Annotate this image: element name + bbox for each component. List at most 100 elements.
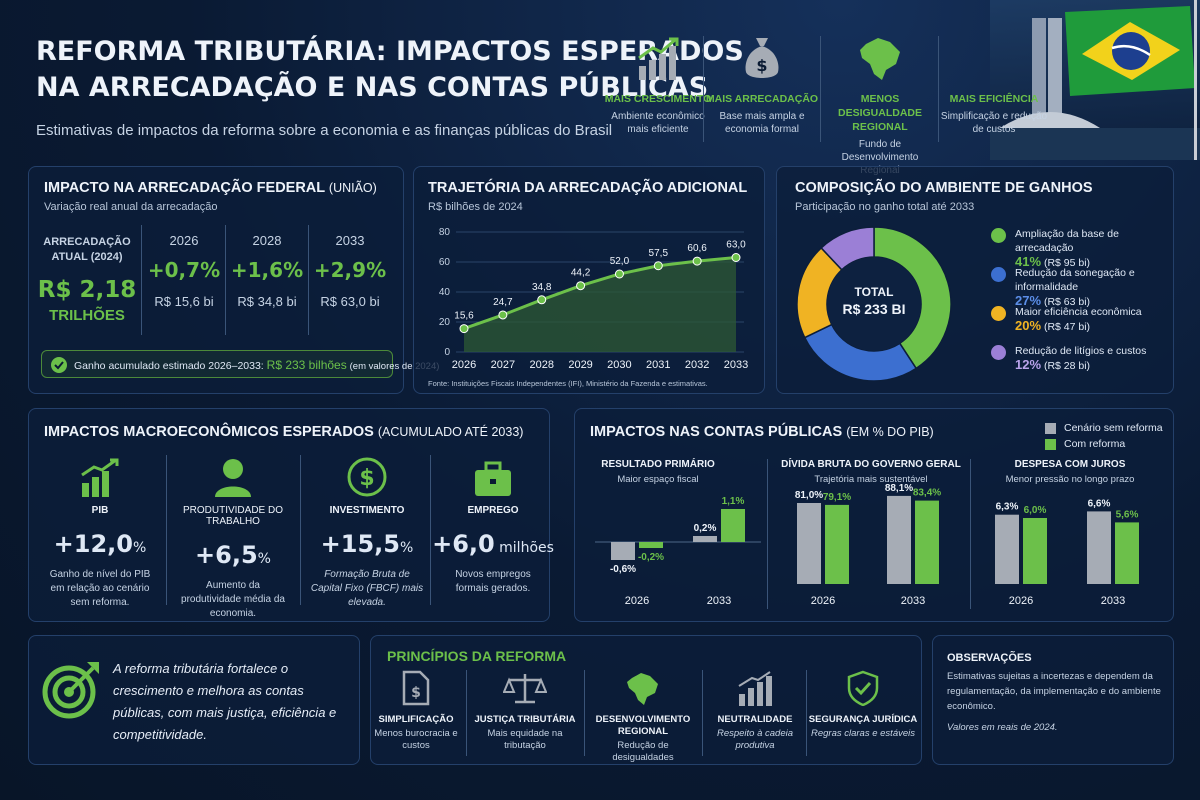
panel-title: IMPACTOS MACROECONÔMICOS ESPERADOS (ACUM… — [44, 424, 524, 440]
bar — [639, 542, 663, 548]
benefit-title: MAIS CRESCIMENTO — [604, 93, 712, 105]
group-title: DESPESA COM JUROS — [1014, 459, 1126, 470]
data-label: 63,0 — [726, 240, 746, 251]
panel-arrecadacao-federal: IMPACTO NA ARRECADAÇÃO FEDERAL (UNIÃO) V… — [28, 166, 439, 394]
legend-swatch-com — [1045, 439, 1056, 450]
y-tick-label: 40 — [439, 287, 451, 298]
group-subtitle: Maior espaço fiscal — [617, 474, 699, 485]
bar-value-label: 81,0% — [795, 490, 823, 501]
page-title-line1: REFORMA TRIBUTÁRIA: IMPACTOS ESPERADOS — [36, 36, 744, 67]
benefit-title: MENOS DESIGUALDADE REGIONAL — [837, 93, 922, 133]
x-category-label: 2033 — [1101, 595, 1125, 607]
series-line — [463, 256, 737, 331]
money-bag-icon: $ — [745, 38, 779, 78]
macro-produtividade: PRODUTIVIDADE DO TRABALHO +6,5% Aumento … — [168, 455, 298, 621]
legend-item: Maior eficiência econômica 20% (R$ 47 bi) — [1015, 306, 1142, 333]
group-subtitle: Menor pressão no longo prazo — [1005, 474, 1135, 485]
data-point — [459, 324, 469, 334]
data-label: 34,8 — [532, 282, 552, 293]
panel-macroeconomicos: IMPACTOS MACROECONÔMICOS ESPERADOS (ACUM… — [28, 408, 550, 622]
bar — [611, 542, 635, 560]
year-stat-2028: 2028 +1,6% R$ 34,8 bi — [230, 233, 304, 309]
bar-growth-icon — [738, 671, 772, 706]
y-tick-label: 20 — [439, 317, 451, 328]
bar-value-label: 83,4% — [913, 488, 941, 499]
panel-quote: A reforma tributária fortalece o crescim… — [28, 635, 360, 765]
principio-neutralidade: NEUTRALIDADE Respeito à cadeia produtiva — [700, 670, 810, 752]
bar-value-label: 79,1% — [823, 492, 851, 503]
macro-investimento: $ INVESTIMENTO +15,5% Formação Bruta de … — [302, 455, 432, 610]
bar — [915, 500, 939, 584]
legend-swatch — [991, 228, 1006, 243]
bar-value-label: 6,0% — [1024, 505, 1047, 516]
congress-flag-illustration — [990, 0, 1200, 160]
bar-value-label: 6,6% — [1088, 498, 1111, 509]
principio-justica: JUSTIÇA TRIBUTÁRIA Mais equidade na trib… — [470, 670, 580, 752]
target-icon — [42, 662, 99, 719]
brazil-map-icon — [627, 673, 658, 705]
benefit-desc: Simplificação e redução de custos — [940, 111, 1048, 135]
bar — [797, 503, 821, 584]
panel-title: TRAJETÓRIA DA ARRECADAÇÃO ADICIONAL — [428, 180, 748, 196]
panel-title: PRINCÍPIOS DA REFORMA — [387, 648, 567, 664]
x-category-label: 2033 — [707, 595, 731, 607]
principio-desenvolvimento: DESENVOLVIMENTO REGIONAL Redução de desi… — [588, 670, 698, 764]
panel-subtitle: R$ bilhões de 2024 — [428, 201, 523, 213]
check-circle-icon — [51, 357, 67, 373]
x-tick-label: 2030 — [607, 359, 631, 371]
accumulated-gain-note: Ganho acumulado estimado 2026–2033: R$ 2… — [41, 350, 439, 378]
observacoes-note: Valores em reais de 2024. — [947, 722, 1058, 733]
bar — [825, 504, 849, 584]
data-label: 44,2 — [571, 268, 591, 279]
bar-value-label: 1,1% — [722, 496, 745, 507]
data-point — [614, 269, 624, 279]
benefit-title: MAIS ARRECADAÇÃO — [705, 93, 819, 105]
observacoes-text: Estimativas sujeitas a incertezas e depe… — [947, 671, 1161, 712]
bar — [721, 509, 745, 542]
growth-chart-icon — [638, 37, 679, 80]
bar — [1087, 511, 1111, 584]
bar-value-label: 0,2% — [694, 523, 717, 534]
x-category-label: 2026 — [811, 595, 835, 607]
data-point — [692, 256, 702, 266]
chart-source: Fonte: Instituições Fiscais Independente… — [428, 379, 708, 388]
page-subtitle: Estimativas de impactos da reforma sobre… — [36, 122, 613, 139]
bar-growth-icon — [81, 458, 119, 497]
y-tick-label: 60 — [439, 257, 451, 268]
bar-value-label: 5,6% — [1116, 509, 1139, 520]
panel-title: COMPOSIÇÃO DO AMBIENTE DE GANHOS — [795, 180, 1093, 196]
y-tick-label: 0 — [444, 347, 450, 358]
y-tick-label: 80 — [439, 227, 451, 238]
benefit-crescimento: MAIS CRESCIMENTO Ambiente econômico mais… — [600, 32, 716, 136]
x-tick-label: 2026 — [452, 359, 476, 371]
panel-principios: PRINCÍPIOS DA REFORMA — [370, 635, 922, 765]
benefit-desc: Base mais ampla e economia formal — [719, 111, 805, 135]
data-label: 57,5 — [649, 248, 669, 259]
legend-item: Ampliação da base de arrecadação 41% (R$ … — [1015, 228, 1119, 269]
panel-trajetoria: TRAJETÓRIA DA ARRECADAÇÃO ADICIONAL R$ b… — [413, 166, 765, 394]
x-tick-label: 2033 — [724, 359, 748, 371]
data-point — [498, 310, 508, 320]
x-tick-label: 2032 — [685, 359, 709, 371]
legend-swatch — [991, 306, 1006, 321]
dollar-coin-icon: $ — [347, 457, 387, 497]
benefit-title: MAIS EFICIÊNCIA — [949, 93, 1039, 105]
scales-icon — [503, 674, 547, 704]
x-category-label: 2026 — [625, 595, 649, 607]
brazil-map-icon — [860, 38, 900, 80]
panel-title: IMPACTO NA ARRECADAÇÃO FEDERAL (UNIÃO) — [44, 180, 377, 196]
svg-text:$: $ — [359, 466, 374, 491]
contas-bar-charts: -0,6%-0,2% 0,2% 1,1% 2026 2033 81,0% 79,1% 88,1… — [595, 483, 1139, 607]
principio-simplificacao: $ SIMPLIFICAÇÃO Menos burocracia e custo… — [361, 670, 471, 752]
bar — [887, 495, 911, 584]
bar — [693, 536, 717, 542]
donut-center: TOTAL R$ 233 BI — [842, 285, 906, 317]
shield-check-icon — [847, 670, 879, 706]
x-tick-label: 2031 — [646, 359, 670, 371]
benefit-eficiencia: MAIS EFICIÊNCIA Simplificação e redução … — [936, 32, 1052, 136]
benefit-desigualdade: MENOS DESIGUALDADE REGIONAL Fundo de Des… — [822, 32, 938, 177]
data-point — [537, 295, 547, 305]
current-revenue: ARRECADAÇÃO ATUAL (2024) R$ 2,18 TRILHÕE… — [37, 236, 137, 324]
x-category-label: 2033 — [901, 595, 925, 607]
legend-item: Redução da sonegação e informalidade 27% … — [1015, 267, 1135, 308]
